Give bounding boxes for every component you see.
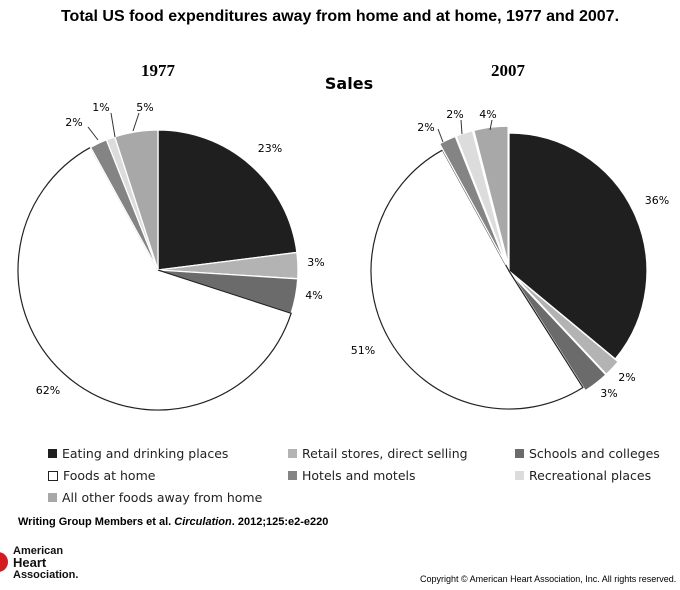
leader-line-2007-hotels bbox=[437, 128, 444, 143]
logo-line-2: Heart bbox=[13, 555, 47, 570]
pie-slice-1977-eating bbox=[157, 129, 298, 271]
legend-label-recreational: Recreational places bbox=[529, 468, 652, 483]
leader-line-2007-recreational bbox=[460, 119, 463, 135]
legend-swatch-other bbox=[48, 493, 57, 502]
pie-slice-2007-recreational bbox=[455, 129, 508, 265]
citation-journal: Circulation bbox=[174, 516, 232, 528]
pie-title-1977: 1977 bbox=[141, 61, 176, 80]
pie-1977: 1977 23% 3% 4% 62% 2% 1% 5% bbox=[17, 61, 325, 411]
legend-item-home: Foods at home bbox=[48, 468, 155, 483]
chart-title: Total US food expenditures away from hom… bbox=[60, 8, 620, 25]
leader-line-1977-hotels bbox=[87, 126, 99, 141]
heart-torch-icon bbox=[0, 552, 8, 572]
legend-swatch-retail bbox=[288, 449, 297, 458]
copyright: Copyright © American Heart Association, … bbox=[420, 574, 677, 584]
legend-label-schools: Schools and colleges bbox=[529, 446, 660, 461]
legend-label-eating: Eating and drinking places bbox=[62, 446, 229, 461]
legend-swatch-schools bbox=[515, 449, 524, 458]
pie-slice-1977-home bbox=[17, 146, 292, 411]
pct-label-2007-recreational: 2% bbox=[446, 108, 463, 121]
sales-subtitle: Sales bbox=[325, 74, 373, 93]
pie-title-2007: 2007 bbox=[491, 61, 526, 80]
leader-line-1977-other bbox=[132, 112, 140, 132]
legend-label-other: All other foods away from home bbox=[62, 490, 263, 505]
logo-line-1: American bbox=[13, 545, 64, 557]
pie-slice-2007-schools bbox=[510, 273, 607, 392]
logo-line-3: Association. bbox=[13, 569, 79, 581]
citation-authors: Writing Group Members et al. bbox=[18, 516, 172, 528]
pct-label-1977-hotels: 2% bbox=[65, 116, 82, 129]
legend-item-eating: Eating and drinking places bbox=[48, 446, 228, 461]
pie-slice-2007-hotels bbox=[438, 135, 507, 265]
pct-label-1977-schools: 4% bbox=[305, 289, 322, 302]
citation-ref: . 2012;125:e2-e220 bbox=[231, 516, 329, 528]
citation: Writing Group Members et al. Circulation… bbox=[18, 516, 358, 528]
legend-item-other: All other foods away from home bbox=[48, 490, 262, 505]
pct-label-1977-retail: 3% bbox=[307, 256, 324, 269]
pct-label-1977-recreational: 1% bbox=[92, 101, 109, 114]
legend-label-hotels: Hotels and motels bbox=[302, 468, 416, 483]
pct-label-2007-schools: 3% bbox=[600, 387, 617, 400]
legend-swatch-home bbox=[48, 470, 58, 481]
legend-label-retail: Retail stores, direct selling bbox=[302, 446, 468, 461]
legend-swatch-hotels bbox=[288, 471, 297, 480]
pct-label-1977-other: 5% bbox=[136, 101, 153, 114]
legend-item-schools: Schools and colleges bbox=[515, 446, 660, 461]
aha-logo: American Heart Association. bbox=[0, 544, 90, 584]
pie-slice-2007-home bbox=[370, 149, 584, 410]
leader-line-1977-recreational bbox=[110, 112, 116, 138]
pct-label-2007-other: 4% bbox=[479, 108, 496, 121]
pct-label-2007-home: 51% bbox=[351, 344, 375, 357]
legend-item-recreational: Recreational places bbox=[515, 468, 651, 483]
legend-swatch-recreational bbox=[515, 471, 524, 480]
leader-line-2007-other bbox=[489, 119, 493, 131]
pct-label-1977-eating: 23% bbox=[258, 142, 282, 155]
legend-label-home: Foods at home bbox=[63, 468, 156, 483]
legend-item-retail: Retail stores, direct selling bbox=[288, 446, 468, 461]
pct-label-1977-home: 62% bbox=[36, 384, 60, 397]
pie-slice-2007-eating bbox=[508, 132, 648, 360]
legend-item-hotels: Hotels and motels bbox=[288, 468, 416, 483]
pct-label-2007-retail: 2% bbox=[618, 371, 635, 384]
legend-swatch-eating bbox=[48, 449, 57, 458]
pct-label-2007-hotels: 2% bbox=[417, 121, 434, 134]
pct-label-2007-eating: 36% bbox=[645, 194, 669, 207]
